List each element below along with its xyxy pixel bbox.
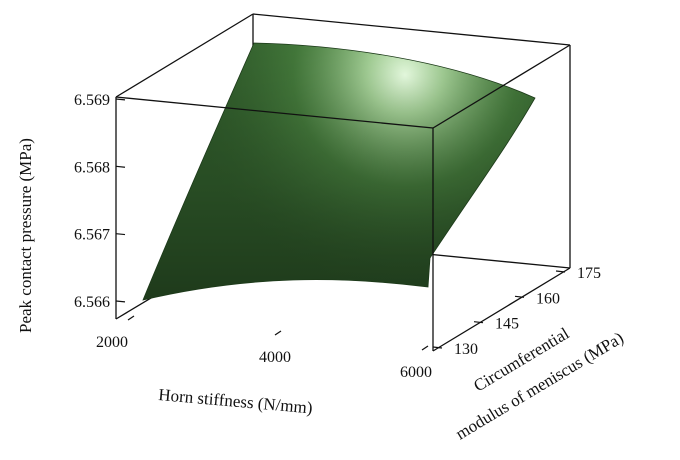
z-tick-label: 6.569 [74,92,110,109]
surface-edge [142,42,536,301]
x-tick-label: 6000 [400,364,432,381]
y-tick-label: 145 [495,316,519,333]
z-tick-mark [115,165,126,168]
y-tick-label: 175 [577,265,601,282]
x-tick-mark [274,330,282,336]
z-tick-mark [115,300,126,303]
z-tick-label: 6.566 [74,294,110,311]
y-tick-mark [555,270,566,273]
x-axis-title: Horn stiffness (N/mm) [158,385,314,417]
x-tick-label: 2000 [96,334,128,351]
z-axis-title: Peak contact pressure (MPa) [16,138,35,333]
z-axis-ticks: 6.566 6.567 6.568 6.569 [74,92,126,311]
z-tick-label: 6.567 [74,227,110,244]
y-tick-mark [514,295,525,298]
x-tick-mark [127,315,135,321]
x-axis-ticks: 2000 4000 6000 [96,315,432,381]
surface-shadow [143,43,535,300]
y-tick-label: 130 [454,341,478,358]
z-tick-mark [115,233,126,236]
box-front-edges [115,44,571,352]
x-tick-mark [421,345,429,351]
z-tick-mark [115,98,126,101]
y-tick-label: 160 [536,290,560,307]
y-tick-mark [432,346,443,349]
y-tick-mark [473,321,484,324]
x-tick-label: 4000 [259,349,291,366]
surface [142,42,536,301]
z-tick-label: 6.568 [74,159,110,176]
y-axis-ticks: 130 145 160 175 [432,265,601,358]
